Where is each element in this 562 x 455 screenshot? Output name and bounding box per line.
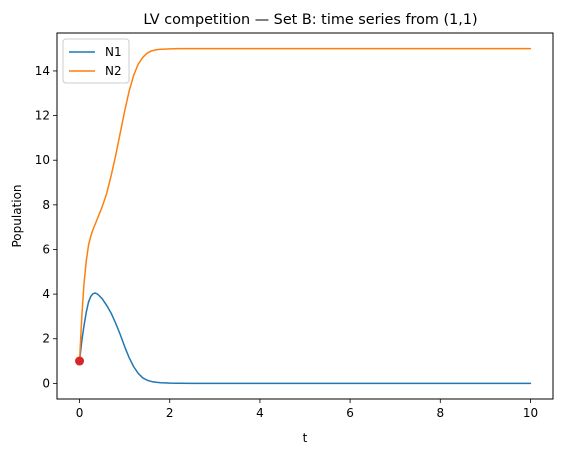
x-axis-label: t <box>303 431 308 445</box>
x-tick-label: 4 <box>256 406 264 420</box>
y-tick-label: 12 <box>35 109 50 123</box>
y-tick-label: 0 <box>42 376 50 390</box>
y-tick-label: 14 <box>35 64 50 78</box>
y-tick-label: 2 <box>42 332 50 346</box>
plot-content <box>75 47 532 385</box>
x-tick-label: 6 <box>346 406 354 420</box>
x-axis: 0 2 4 6 8 10 <box>76 399 538 420</box>
y-tick-label: 8 <box>42 198 50 212</box>
legend-label-n2: N2 <box>105 64 122 78</box>
y-axis-label: Population <box>10 184 24 247</box>
plot-frame <box>56 32 554 400</box>
chart-title: LV competition — Set B: time series from… <box>143 12 477 28</box>
y-tick-label: 10 <box>35 153 50 167</box>
x-tick-label: 2 <box>166 406 174 420</box>
initial-point-marker <box>75 356 85 366</box>
legend-label-n1: N1 <box>105 45 122 59</box>
series-line-n2 <box>78 47 532 362</box>
x-tick-label: 10 <box>523 406 538 420</box>
y-tick-label: 6 <box>42 242 50 256</box>
series-line-n1 <box>78 292 532 385</box>
legend-box <box>62 38 130 84</box>
y-axis: 0 2 4 6 8 10 12 14 <box>35 64 57 390</box>
x-tick-label: 8 <box>436 406 444 420</box>
y-tick-label: 4 <box>42 287 50 301</box>
x-tick-label: 0 <box>76 406 84 420</box>
